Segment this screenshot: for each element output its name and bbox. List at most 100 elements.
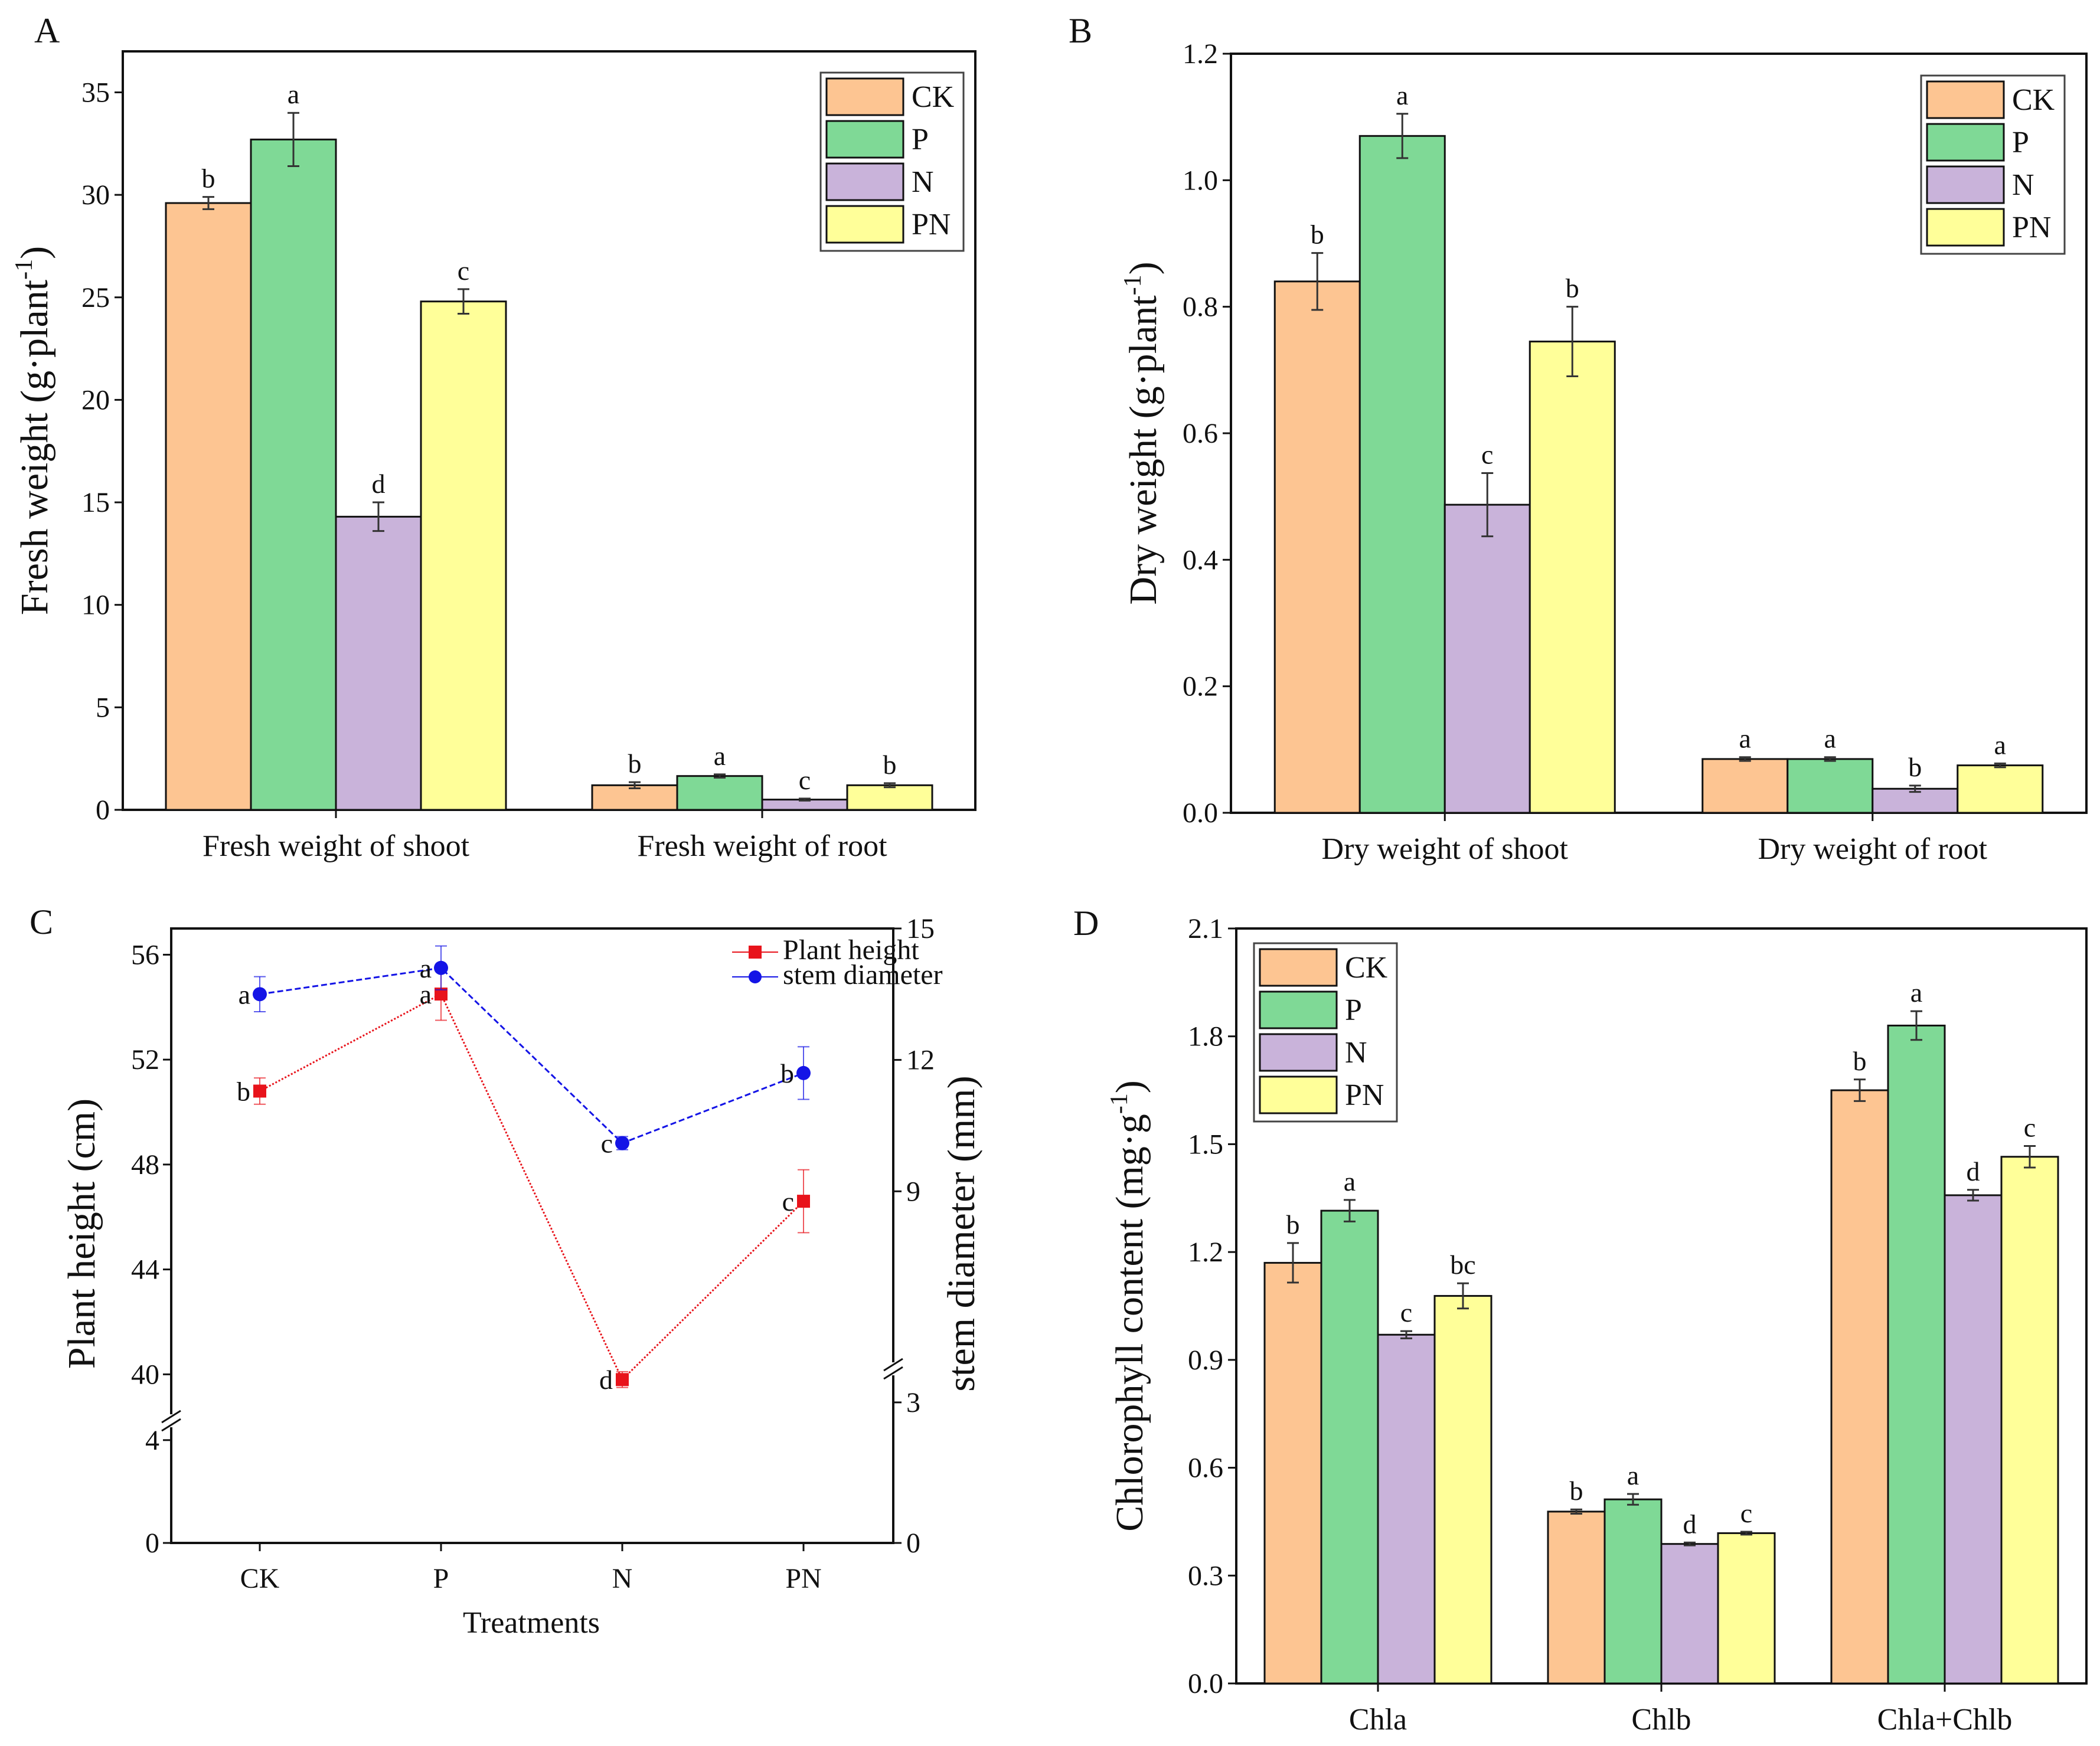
y-tick-label: 0 [96, 794, 110, 826]
significance-letter: b [1311, 220, 1324, 250]
bar-ck [1547, 1510, 1606, 1685]
significance-letter: a [239, 979, 250, 1009]
legend-swatch-n [825, 162, 904, 201]
significance-letter: a [1994, 730, 2006, 760]
y-tick-label: 0.0 [1188, 1668, 1223, 1699]
bar-n [335, 515, 422, 811]
significance-letter: b [780, 1058, 794, 1088]
bar-pn [1717, 1532, 1776, 1685]
significance-letter: a [1396, 80, 1408, 110]
legend-label: PN [2012, 211, 2051, 244]
y-tick-label: 40 [131, 1359, 159, 1390]
legend-swatch-pn [1926, 208, 2005, 247]
significance-letter: c [2024, 1112, 2036, 1142]
x-category-label: Fresh weight of root [637, 829, 887, 863]
bar-p [1358, 135, 1446, 814]
panel-letter: B [1069, 11, 1092, 50]
x-category-label: Dry weight of shoot [1322, 832, 1569, 866]
y-tick-label: 48 [131, 1149, 159, 1181]
y-tick-label: 0.4 [1183, 544, 1218, 576]
y-tick-label: 30 [81, 179, 110, 211]
significance-letter: a [1824, 724, 1836, 754]
legend-swatch-ck [1926, 80, 2005, 119]
significance-letter: b [883, 750, 897, 780]
legend-label: P [912, 123, 929, 156]
y-axis-title: Plant height (cm) [60, 1098, 103, 1369]
legend-label: N [912, 165, 934, 199]
significance-letter: c [601, 1129, 613, 1159]
y-tick-label: 52 [131, 1044, 159, 1075]
significance-letter: a [288, 79, 299, 109]
significance-letter: d [599, 1365, 613, 1395]
significance-letter: d [1967, 1156, 1980, 1186]
axis-break-mark [161, 1418, 181, 1432]
y-tick-label: 0.8 [1183, 292, 1218, 323]
significance-letter: c [799, 765, 811, 795]
y-tick-label: 56 [131, 939, 159, 970]
y-tick-label: 0 [145, 1528, 159, 1559]
y-axis-title: Chlorophyll content (mg·g-1) [1106, 1080, 1151, 1532]
x-category-label: N [612, 1563, 633, 1594]
legend-label: CK [2012, 83, 2055, 117]
plot-frame [122, 50, 976, 811]
significance-letter: c [1481, 440, 1493, 470]
panel-letter: C [30, 903, 53, 941]
axis-break-mark [883, 1366, 903, 1380]
legend-swatch-p [1926, 123, 2005, 162]
panel-a: A 0 5 10 15 20 25 30 35 Fresh weight (g·plant-1) F… [11, 11, 976, 863]
x-category-label: PN [785, 1563, 821, 1594]
plot-frame [170, 927, 894, 1544]
legend-swatch-p [1259, 990, 1338, 1029]
y-tick-label: 20 [81, 384, 110, 416]
significance-letter: a [714, 741, 726, 771]
x-axis-title: Treatments [463, 1606, 600, 1640]
bar-pn [846, 784, 933, 811]
legend-label: CK [1345, 951, 1388, 985]
legend-label: Plant height [783, 934, 919, 966]
legend-marker [749, 970, 762, 983]
significance-letter: b [202, 164, 215, 194]
y-tick-label: 35 [81, 77, 110, 108]
significance-letter: a [1344, 1166, 1356, 1196]
y-tick-label: 0.2 [1183, 671, 1218, 702]
significance-letter: a [1910, 977, 1922, 1008]
legend-marker [749, 946, 762, 959]
data-point-plant-height [253, 1084, 266, 1098]
legend-label: P [2012, 126, 2029, 159]
data-point-plant-height [616, 1373, 629, 1387]
axis-break-gap [163, 1414, 179, 1427]
significance-letter: a [420, 953, 432, 983]
legend-label: PN [1345, 1078, 1384, 1112]
y2-tick-label: 0 [906, 1528, 920, 1559]
bar-ck [165, 202, 252, 811]
bar-pn [2000, 1156, 2059, 1685]
x-category-label: Chla [1349, 1703, 1407, 1737]
significance-letter: a [1627, 1460, 1639, 1490]
x-category-label: Fresh weight of shoot [203, 829, 470, 863]
legend: CK PN PN [1920, 74, 2066, 255]
y-tick-label: 0.6 [1188, 1453, 1223, 1484]
y2-tick-label: 3 [906, 1387, 920, 1418]
legend: CK PN PN [819, 71, 965, 252]
significance-letter: c [1740, 1498, 1752, 1528]
significance-letter: c [458, 256, 469, 286]
series-line-plant-height [259, 993, 805, 1381]
x-category-label: Chlb [1631, 1703, 1691, 1737]
y2-axis-title: stem diameter (mm) [940, 1075, 983, 1391]
bar-ck [591, 784, 678, 811]
legend-swatch-p [825, 120, 904, 159]
y-tick-label: 1.5 [1188, 1129, 1223, 1160]
legend-swatch-n [1926, 165, 2005, 204]
legend-label: N [1345, 1036, 1367, 1070]
y-tick-label: 5 [96, 692, 110, 723]
bar-p [1787, 758, 1874, 814]
legend-label: P [1345, 993, 1362, 1027]
data-point-plant-height [435, 988, 448, 1001]
bar-p [1887, 1024, 1946, 1685]
bar-n [1944, 1194, 2003, 1685]
y-tick-label: 1.8 [1188, 1021, 1223, 1052]
y-tick-label: 0.3 [1188, 1560, 1223, 1591]
x-category-label: P [433, 1563, 449, 1594]
